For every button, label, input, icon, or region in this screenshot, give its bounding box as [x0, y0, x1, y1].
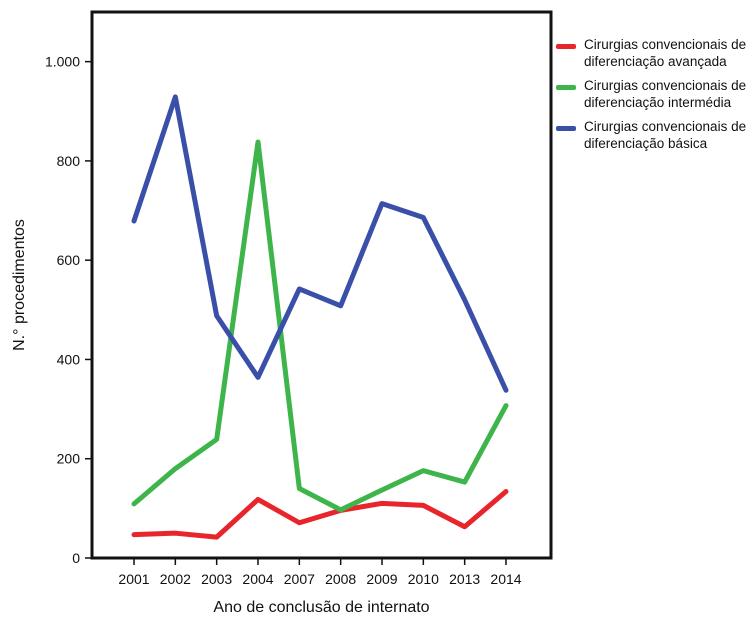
- x-tick-label: 2014: [490, 571, 521, 587]
- y-tick-label: 600: [57, 252, 81, 268]
- legend-label-avancada: Cirurgias convencionais de diferenciação…: [584, 37, 747, 69]
- x-tick-label: 2010: [408, 571, 439, 587]
- legend: Cirurgias convencionais de diferenciação…: [556, 36, 753, 159]
- legend-label-basica: Cirurgias convencionais de diferenciação…: [584, 119, 747, 151]
- series-line-intermedia: [131, 139, 509, 513]
- series-line-basica: [131, 94, 509, 393]
- x-axis: 2001 2002 2003 2004 2007 2008 2009 2010 2013 2014: [118, 558, 522, 587]
- x-tick-label: 2013: [449, 571, 480, 587]
- x-tick-label: 2004: [242, 571, 273, 587]
- legend-swatch-intermedia: [556, 85, 576, 90]
- y-axis: 0 200 400 600 800 1.000: [45, 54, 92, 566]
- x-tick-label: 2002: [160, 571, 191, 587]
- y-tick-label: 1.000: [45, 54, 80, 70]
- legend-swatch-avancada: [556, 44, 576, 49]
- legend-item-basica: Cirurgias convencionais de diferenciação…: [556, 118, 753, 152]
- y-tick-label: 800: [57, 153, 81, 169]
- y-tick-label: 400: [57, 351, 81, 367]
- x-tick-label: 2003: [201, 571, 232, 587]
- x-axis-title: Ano de conclusão de internato: [213, 599, 429, 616]
- legend-item-intermedia: Cirurgias convencionais de diferenciação…: [556, 77, 753, 111]
- x-tick-label: 2009: [366, 571, 397, 587]
- x-tick-label: 2001: [118, 571, 149, 587]
- legend-item-avancada: Cirurgias convencionais de diferenciação…: [556, 36, 753, 70]
- plot-frame: [90, 10, 553, 560]
- series-line-avancada: [131, 488, 509, 540]
- plot-series-group: [131, 94, 509, 540]
- legend-label-intermedia: Cirurgias convencionais de diferenciação…: [584, 78, 747, 110]
- legend-swatch-basica: [556, 126, 576, 131]
- y-tick-label: 200: [57, 451, 81, 467]
- x-tick-label: 2007: [284, 571, 315, 587]
- y-axis-title: N.° procedimentos: [11, 219, 28, 351]
- x-tick-label: 2008: [325, 571, 356, 587]
- y-tick-label: 0: [72, 550, 80, 566]
